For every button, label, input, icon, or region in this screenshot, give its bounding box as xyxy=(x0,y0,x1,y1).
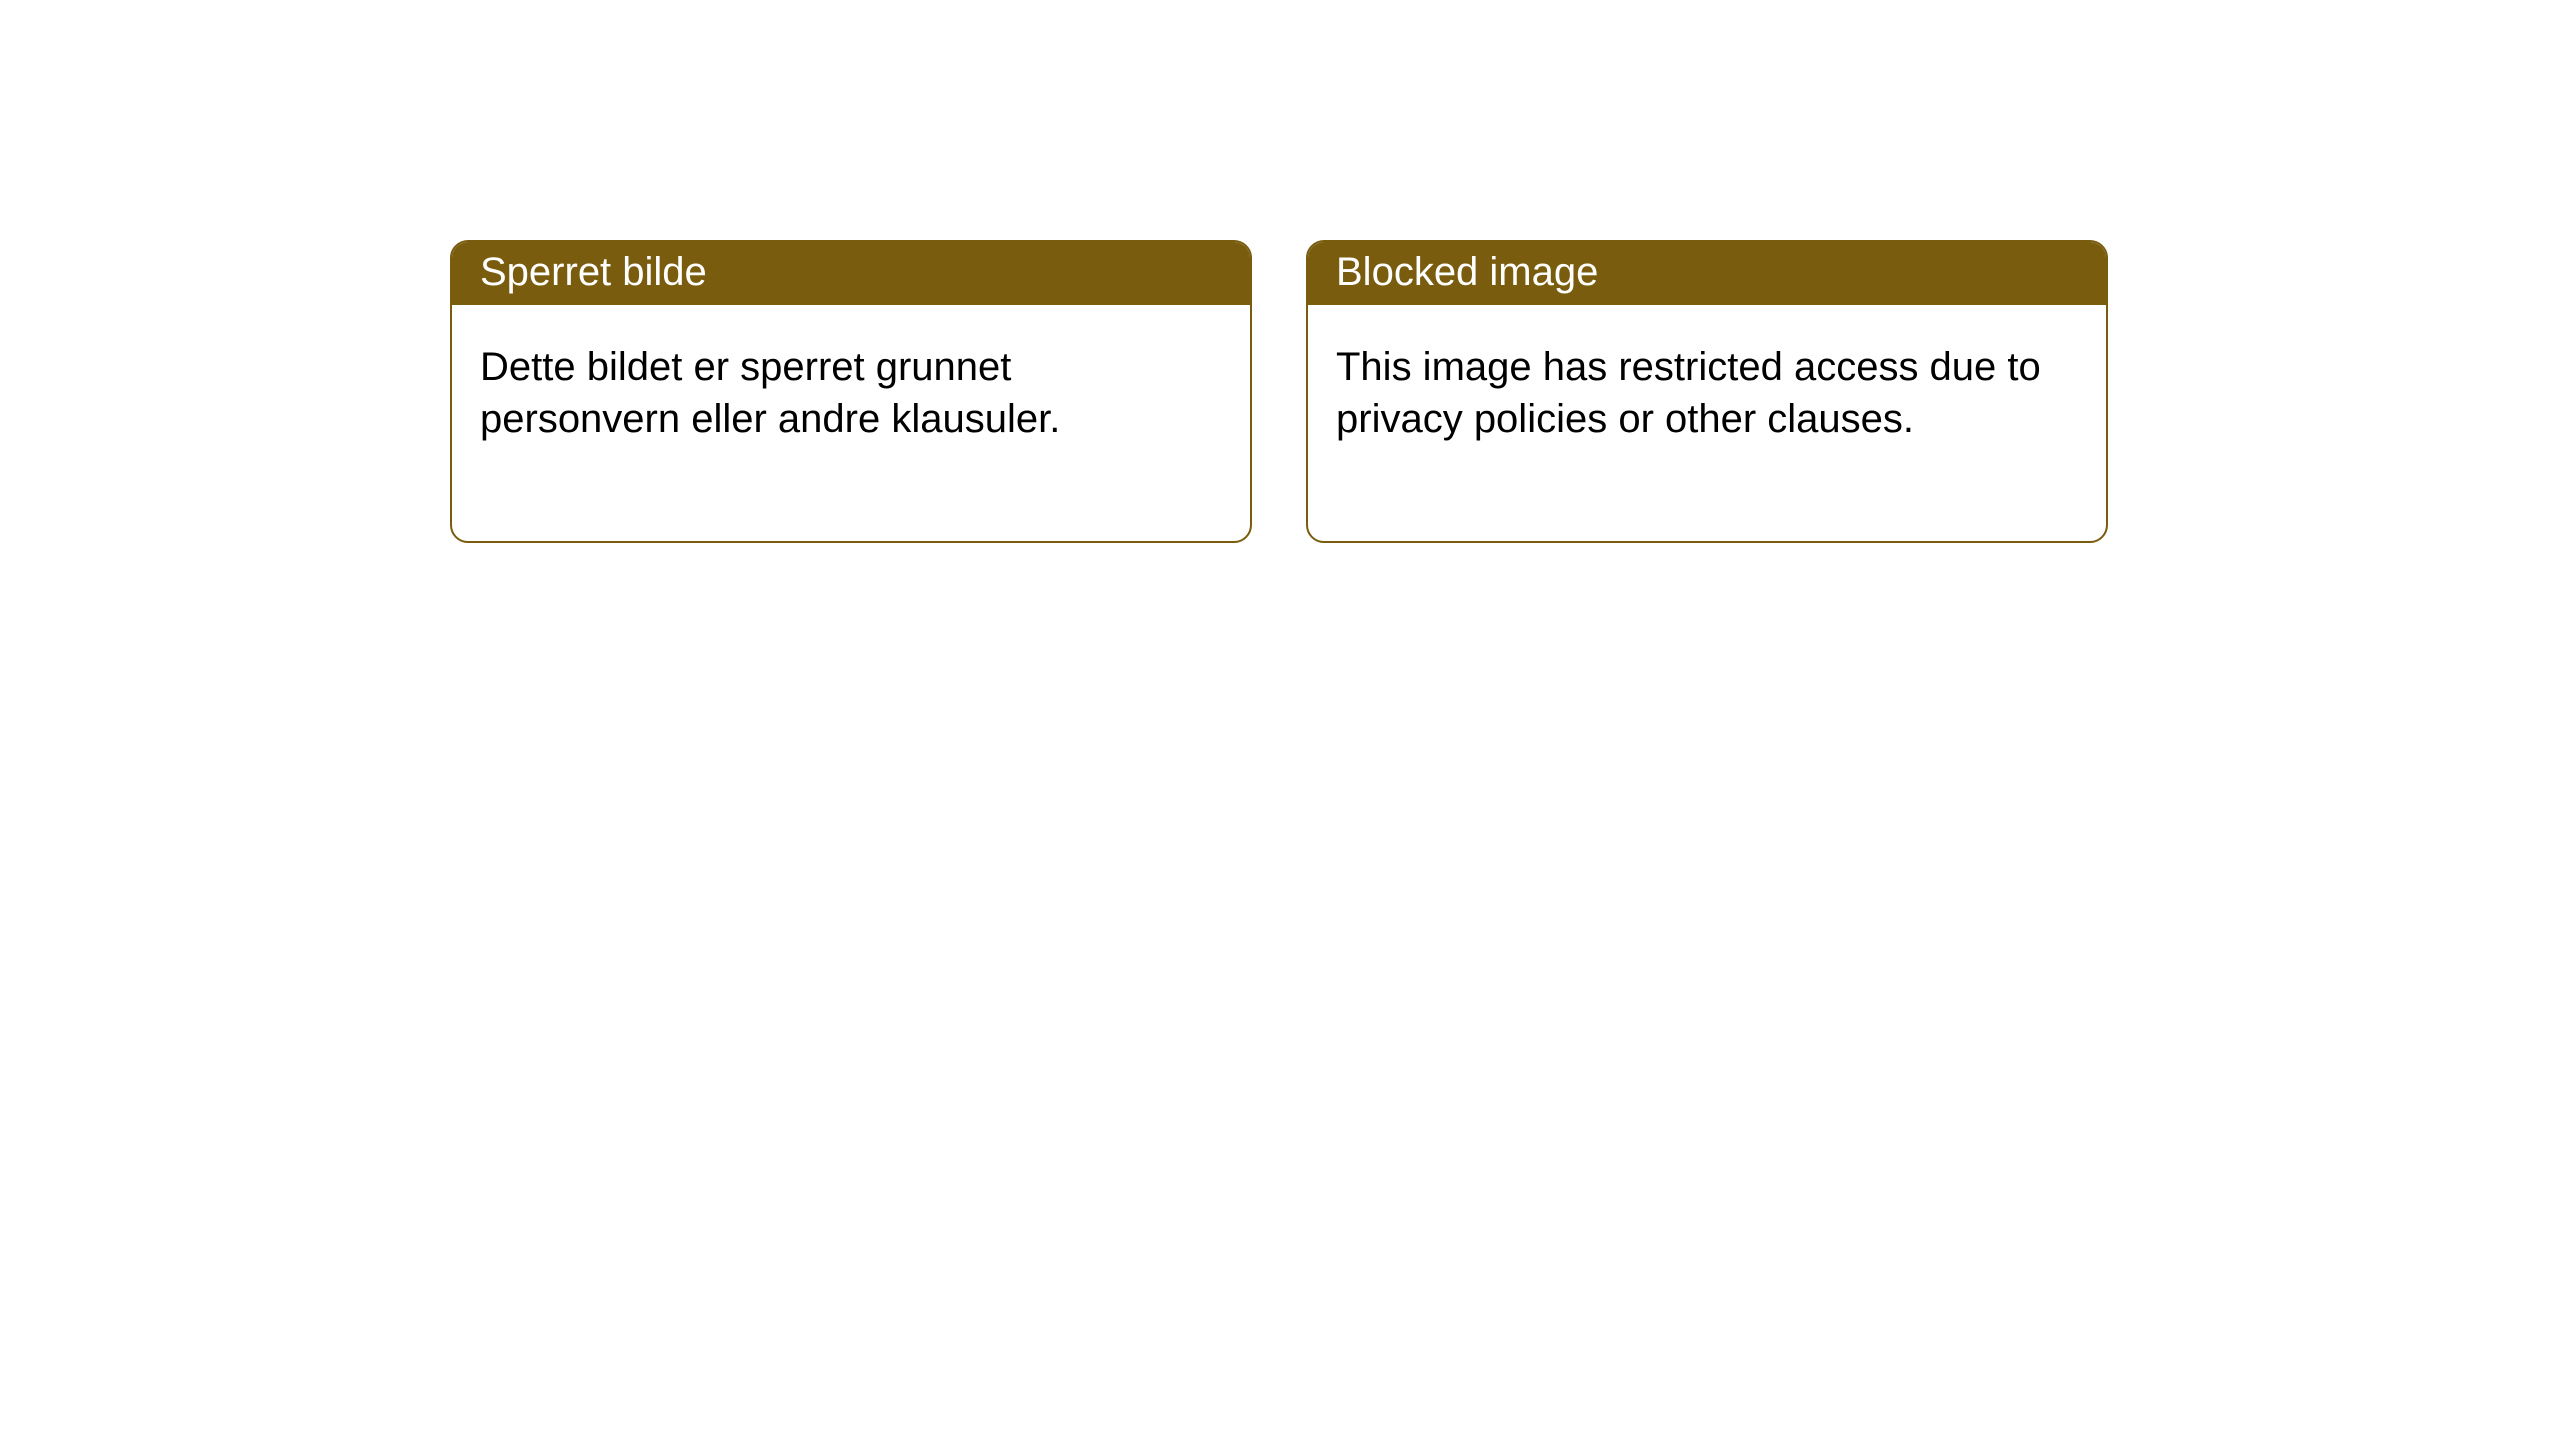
notice-cards-container: Sperret bilde Dette bildet er sperret gr… xyxy=(450,240,2108,543)
card-header: Blocked image xyxy=(1308,242,2106,305)
card-body-text: This image has restricted access due to … xyxy=(1336,345,2041,441)
card-body-text: Dette bildet er sperret grunnet personve… xyxy=(480,345,1060,441)
card-header: Sperret bilde xyxy=(452,242,1250,305)
notice-card-english: Blocked image This image has restricted … xyxy=(1306,240,2108,543)
card-title: Blocked image xyxy=(1336,250,1598,294)
card-title: Sperret bilde xyxy=(480,250,707,294)
notice-card-norwegian: Sperret bilde Dette bildet er sperret gr… xyxy=(450,240,1252,543)
card-body: Dette bildet er sperret grunnet personve… xyxy=(452,305,1250,541)
card-body: This image has restricted access due to … xyxy=(1308,305,2106,541)
